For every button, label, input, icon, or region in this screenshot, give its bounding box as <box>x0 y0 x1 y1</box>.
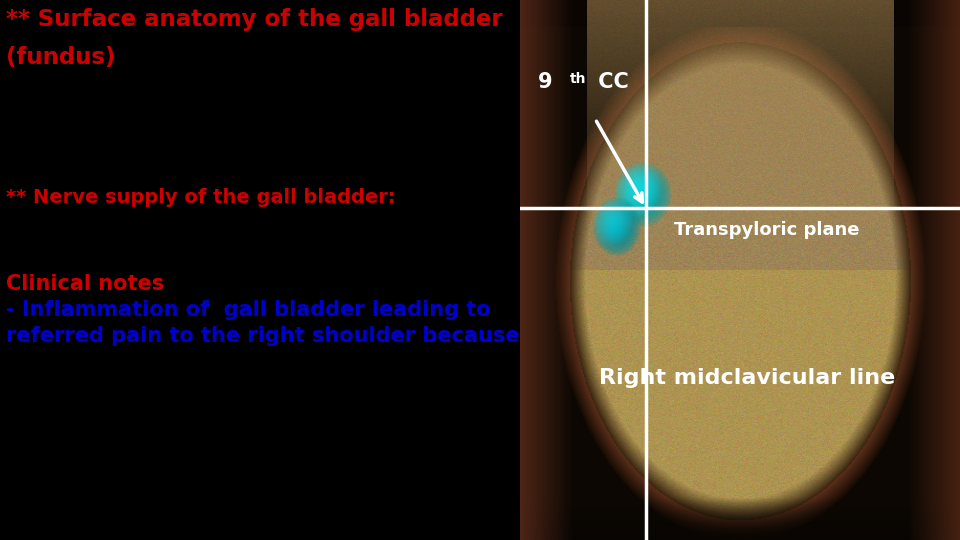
Text: - Inflammation of  gall bladder leading to: - Inflammation of gall bladder leading t… <box>7 300 491 320</box>
Text: - Sensory from the right phrenic nerve.: - Sensory from the right phrenic nerve. <box>7 246 387 264</box>
Text: - At the crossing of transpyloric plane with: - At the crossing of transpyloric plane … <box>7 136 440 155</box>
Text: ** Surface anatomy of the gall bladder: ** Surface anatomy of the gall bladder <box>7 8 503 31</box>
Text: Right phrenic nerve and   supraclavicular: Right phrenic nerve and supraclavicular <box>7 362 418 381</box>
Text: costal cartilage.: costal cartilage. <box>7 112 194 131</box>
Text: Right midclavicular line: Right midclavicular line <box>599 368 896 388</box>
Text: Clinical notes: Clinical notes <box>7 274 164 294</box>
Text: nerves arise from  (C. 3, 4,).: nerves arise from (C. 3, 4,). <box>7 386 271 405</box>
Text: th: th <box>569 72 586 86</box>
Text: the right mid-clavicular plane.: the right mid-clavicular plane. <box>7 160 332 179</box>
Text: ** Nerve supply of the gall bladder:: ** Nerve supply of the gall bladder: <box>7 188 396 207</box>
Text: referred pain to the right shoulder because: referred pain to the right shoulder beca… <box>7 326 520 346</box>
Text: 9: 9 <box>538 72 553 92</box>
Text: - Parasympathetic from vagus nerve.: - Parasympathetic from vagus nerve. <box>7 228 370 246</box>
Text: - Sympathetic from the coeliac trunk.: - Sympathetic from the coeliac trunk. <box>7 210 372 228</box>
Text: CC: CC <box>590 72 629 92</box>
Text: Transpyloric plane: Transpyloric plane <box>674 221 860 239</box>
Text: - A point close to the tip of the right 9th: - A point close to the tip of the right … <box>7 88 414 107</box>
Text: (fundus): (fundus) <box>7 46 116 69</box>
